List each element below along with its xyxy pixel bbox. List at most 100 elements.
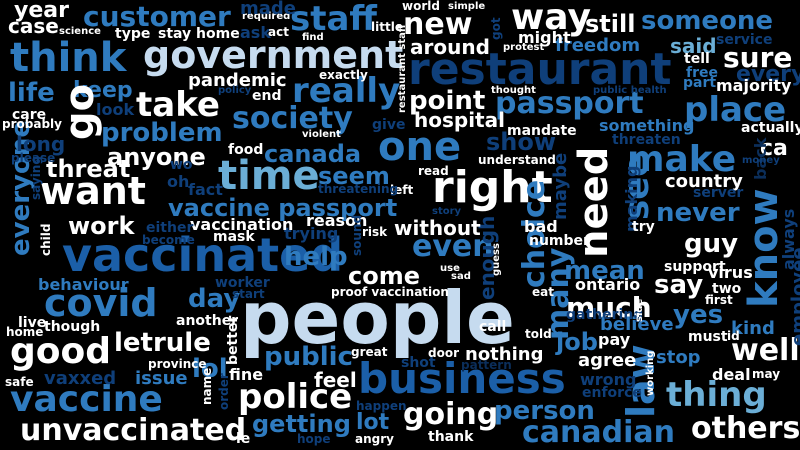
cloud-word: guy bbox=[684, 229, 739, 259]
cloud-word: feel bbox=[314, 368, 357, 392]
cloud-word: reason bbox=[306, 211, 368, 230]
cloud-word: vaccine passport bbox=[168, 194, 398, 222]
cloud-word: nothing bbox=[465, 344, 544, 365]
cloud-word: come bbox=[348, 262, 420, 290]
cloud-word: ontario bbox=[575, 275, 641, 294]
cloud-word: country bbox=[665, 171, 743, 192]
cloud-word: long bbox=[16, 132, 66, 156]
cloud-word: public health bbox=[593, 85, 667, 96]
cloud-word: tell bbox=[684, 51, 710, 67]
cloud-word: proof vaccination bbox=[331, 285, 449, 299]
cloud-word: job bbox=[556, 328, 598, 356]
cloud-word: use bbox=[440, 263, 460, 274]
cloud-word: hope bbox=[297, 432, 331, 446]
cloud-word: someone bbox=[641, 6, 774, 36]
cloud-word: exactly bbox=[319, 68, 368, 82]
cloud-word: wo bbox=[170, 157, 193, 173]
cloud-word: look bbox=[96, 100, 135, 119]
cloud-word: give bbox=[372, 117, 406, 133]
cloud-word: world bbox=[402, 0, 440, 13]
cloud-word: pandemic bbox=[188, 70, 287, 91]
cloud-word: oh bbox=[167, 172, 190, 191]
cloud-word: understand bbox=[478, 153, 556, 167]
cloud-word: support bbox=[664, 259, 726, 275]
cloud-word: police bbox=[238, 377, 353, 417]
cloud-word: left bbox=[390, 183, 414, 197]
cloud-word: issue bbox=[135, 368, 188, 389]
cloud-word: trying bbox=[284, 224, 339, 243]
cloud-word: show bbox=[486, 128, 557, 156]
cloud-word: gathering bbox=[566, 307, 644, 323]
cloud-word: really bbox=[292, 71, 401, 111]
cloud-word: fine bbox=[229, 365, 264, 384]
cloud-word: go bbox=[57, 83, 103, 140]
cloud-word: covid bbox=[44, 281, 158, 325]
cloud-word: might bbox=[518, 28, 571, 47]
cloud-word: threaten bbox=[612, 132, 681, 148]
cloud-word: virus bbox=[708, 263, 753, 282]
cloud-word: know bbox=[741, 188, 787, 308]
cloud-word: getting bbox=[252, 410, 351, 438]
cloud-word: free bbox=[686, 65, 718, 81]
cloud-word: canadian bbox=[522, 415, 675, 450]
cloud-word: majority bbox=[716, 76, 792, 95]
cloud-word: part bbox=[683, 75, 717, 91]
cloud-word: name bbox=[200, 367, 214, 405]
cloud-word: eat bbox=[532, 285, 554, 299]
cloud-word: vaxxed bbox=[44, 368, 117, 389]
cloud-word: never bbox=[656, 198, 740, 228]
cloud-word: keep bbox=[73, 78, 133, 103]
cloud-word: freedom bbox=[555, 35, 641, 56]
cloud-word: good bbox=[10, 331, 112, 372]
cloud-word: going bbox=[403, 397, 499, 432]
cloud-word: server bbox=[693, 185, 744, 201]
cloud-word: enforce bbox=[582, 385, 642, 401]
cloud-word: must bbox=[688, 329, 728, 345]
cloud-word: side bbox=[634, 298, 645, 322]
cloud-word: probably bbox=[2, 117, 62, 131]
cloud-word: want bbox=[40, 169, 146, 213]
cloud-word: mask bbox=[213, 229, 255, 245]
cloud-word: restaurant bbox=[408, 44, 672, 95]
cloud-word: first bbox=[705, 293, 733, 307]
cloud-word: help bbox=[284, 242, 348, 272]
cloud-word: public bbox=[264, 342, 353, 372]
cloud-word: protest bbox=[503, 42, 545, 53]
cloud-word: much bbox=[566, 291, 652, 324]
cloud-word: story bbox=[432, 206, 462, 217]
cloud-word: please bbox=[11, 151, 56, 165]
cloud-word: angry bbox=[355, 432, 394, 446]
cloud-word: deal bbox=[712, 365, 751, 384]
cloud-word: something bbox=[599, 116, 695, 135]
cloud-word: mandate bbox=[507, 123, 577, 139]
cloud-word: type bbox=[115, 26, 151, 42]
cloud-word: thank bbox=[428, 429, 474, 445]
cloud-word: risk bbox=[362, 225, 388, 239]
cloud-word: vaccine bbox=[10, 379, 163, 420]
cloud-word: vaccination bbox=[190, 215, 294, 234]
cloud-word: even bbox=[412, 229, 494, 264]
cloud-word: without bbox=[394, 216, 481, 240]
cloud-word: threatening bbox=[318, 182, 399, 196]
cloud-word: said bbox=[670, 34, 717, 58]
cloud-word: number bbox=[529, 233, 590, 249]
cloud-word: lol bbox=[192, 354, 228, 384]
cloud-word: door bbox=[428, 346, 459, 360]
cloud-word: become bbox=[142, 233, 195, 247]
cloud-word: another bbox=[176, 313, 239, 329]
cloud-word: though bbox=[44, 319, 101, 335]
cloud-word: mean bbox=[564, 256, 645, 286]
cloud-word: one bbox=[378, 124, 462, 170]
cloud-word: great bbox=[351, 345, 388, 359]
cloud-word: threat bbox=[46, 155, 131, 183]
cloud-word: society bbox=[232, 101, 353, 136]
cloud-word: start bbox=[232, 287, 265, 301]
cloud-word: business bbox=[358, 354, 566, 403]
cloud-word: problem bbox=[101, 118, 223, 148]
cloud-word: life bbox=[8, 78, 55, 108]
cloud-word: wrong bbox=[580, 370, 637, 389]
cloud-word: believe bbox=[600, 314, 674, 335]
cloud-word: ask bbox=[240, 23, 271, 42]
cloud-word: canada bbox=[264, 140, 362, 168]
cloud-word: sad bbox=[451, 271, 471, 282]
